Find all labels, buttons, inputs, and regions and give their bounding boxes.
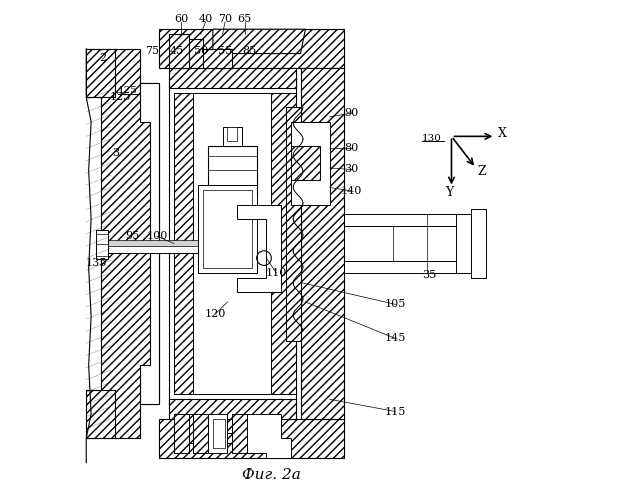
Text: 50: 50 [193, 46, 208, 56]
Bar [344, 226, 466, 261]
Text: Y: Y [445, 186, 453, 199]
Polygon shape [169, 399, 296, 419]
Bar [101, 241, 198, 253]
Bar [223, 127, 242, 146]
Polygon shape [140, 83, 159, 404]
Text: 125: 125 [109, 93, 131, 102]
Bar [174, 93, 291, 394]
Bar [203, 190, 252, 268]
Polygon shape [247, 414, 291, 458]
Text: 120: 120 [205, 309, 226, 319]
Bar [96, 230, 108, 259]
Bar [227, 127, 237, 141]
Text: 70: 70 [218, 15, 232, 24]
Text: 3: 3 [112, 149, 119, 158]
Bar [344, 261, 466, 273]
Text: Z: Z [477, 165, 486, 178]
Text: 95: 95 [125, 231, 140, 241]
Polygon shape [271, 93, 296, 394]
Text: 30: 30 [344, 165, 359, 174]
Polygon shape [169, 68, 296, 88]
Polygon shape [174, 414, 189, 453]
Bar [101, 240, 198, 246]
Text: 35: 35 [422, 270, 436, 280]
Text: 140: 140 [341, 186, 362, 196]
Bar [471, 209, 486, 278]
Bar [198, 185, 257, 273]
Polygon shape [159, 29, 344, 68]
Text: 2: 2 [100, 54, 107, 63]
Text: 40: 40 [198, 15, 212, 24]
Polygon shape [86, 49, 159, 438]
Polygon shape [208, 414, 227, 453]
Polygon shape [159, 419, 344, 458]
Text: 115: 115 [385, 407, 406, 416]
Polygon shape [237, 205, 281, 292]
Text: 85: 85 [243, 46, 257, 56]
Text: 105: 105 [385, 300, 406, 309]
Polygon shape [291, 122, 330, 205]
Text: 110: 110 [266, 268, 287, 278]
Polygon shape [184, 414, 281, 443]
Polygon shape [213, 29, 305, 54]
Polygon shape [232, 414, 247, 453]
Bar [213, 419, 225, 448]
Bar [456, 214, 471, 273]
Text: 55: 55 [218, 46, 232, 56]
Text: 75: 75 [145, 46, 159, 56]
Polygon shape [291, 146, 320, 180]
Text: 45: 45 [169, 46, 184, 56]
Text: 130: 130 [422, 134, 442, 143]
Text: 135: 135 [85, 258, 107, 268]
Text: X: X [498, 128, 507, 140]
Text: 145: 145 [385, 334, 406, 343]
Bar [208, 146, 257, 195]
Polygon shape [301, 68, 344, 419]
Text: 125: 125 [118, 86, 138, 94]
Text: 90: 90 [344, 108, 359, 118]
Polygon shape [169, 34, 189, 68]
Polygon shape [174, 317, 291, 394]
Polygon shape [174, 93, 193, 394]
Text: 60: 60 [174, 15, 188, 24]
Polygon shape [286, 107, 301, 341]
Polygon shape [193, 414, 208, 453]
Text: 100: 100 [146, 231, 168, 241]
Text: Фиг. 2а: Фиг. 2а [242, 468, 301, 482]
Polygon shape [184, 39, 203, 68]
Bar [344, 214, 466, 226]
Bar [169, 78, 296, 409]
Text: 80: 80 [344, 143, 359, 153]
Text: 65: 65 [237, 15, 252, 24]
Polygon shape [198, 49, 232, 68]
